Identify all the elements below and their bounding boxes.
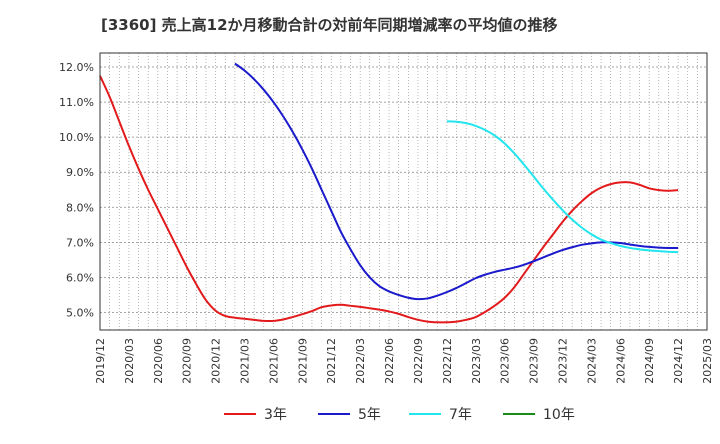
x-tick-label: 2020/12 [210,338,223,384]
x-tick-label: 2020/03 [123,338,136,384]
legend: 3年 5年 7年 10年 [224,407,575,423]
x-tick-label: 2023/03 [470,338,483,384]
x-tick-label: 2021/09 [296,338,309,384]
grid-layer [100,53,707,330]
series-layer [99,62,679,324]
x-tick-label: 2022/06 [383,338,396,384]
y-tick-label: 5.0% [66,306,94,319]
chart-title: [3360] 売上高12か月移動合計の対前年同期増減率の平均値の推移 [101,16,558,34]
x-tick-label: 2023/06 [499,338,512,384]
y-tick-labels: 5.0% 6.0% 7.0% 8.0% 9.0% 10.0% 11.0% 12.0% [59,61,94,319]
series-line-2 [446,120,679,254]
y-tick-label: 12.0% [59,61,94,74]
plot-area [99,52,708,331]
x-tick-label: 2024/06 [614,338,627,384]
legend-label-3: 10年 [543,407,575,423]
x-tick-label: 2023/09 [528,338,541,384]
x-tick-labels: 2019/12 2020/03 2020/06 2020/09 2020/12 2021/… [94,338,714,384]
y-tick-label: 9.0% [66,166,94,179]
x-tick-label: 2020/09 [181,338,194,384]
legend-label-1: 5年 [358,407,381,423]
x-tick-label: 2024/09 [643,338,656,384]
legend-label-0: 3年 [264,407,287,423]
y-tick-label: 8.0% [66,201,94,214]
x-tick-label: 2022/12 [441,338,454,384]
x-tick-label: 2021/12 [325,338,338,384]
x-tick-label: 2024/12 [672,338,685,384]
x-tick-label: 2022/09 [412,338,425,384]
y-tick-label: 10.0% [59,131,94,144]
series-line-1 [234,62,679,301]
x-tick-label: 2021/03 [239,338,252,384]
x-tick-label: 2022/03 [354,338,367,384]
x-tick-label: 2024/03 [585,338,598,384]
series-line-0 [99,75,679,324]
x-tick-label: 2025/03 [701,338,714,384]
x-tick-label: 2019/12 [94,338,107,384]
x-tick-label: 2020/06 [152,338,165,384]
y-tick-label: 11.0% [59,96,94,109]
x-tick-label: 2023/12 [556,338,569,384]
y-tick-label: 6.0% [66,271,94,284]
x-tick-label: 2021/06 [267,338,280,384]
y-tick-label: 7.0% [66,236,94,249]
legend-label-2: 7年 [449,407,472,423]
